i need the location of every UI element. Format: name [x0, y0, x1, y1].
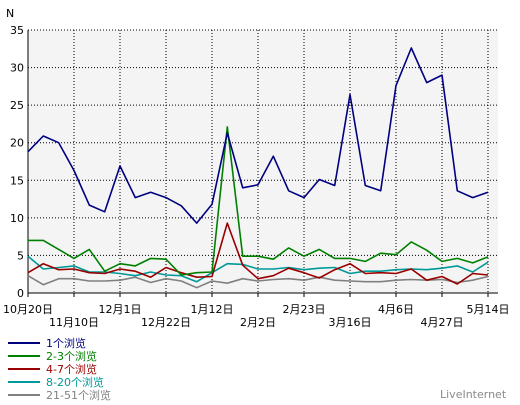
x-tick-label: 4月6日	[378, 303, 414, 316]
y-tick-label: 10	[10, 212, 24, 225]
y-tick-label: 35	[10, 24, 24, 37]
x-tick-label: 11月10日	[49, 316, 99, 329]
legend-label: 4-7个浏览	[46, 362, 97, 376]
legend-label: 21-51个浏览	[46, 388, 111, 402]
grid-lines	[27, 29, 498, 293]
y-axis-label: N	[6, 7, 14, 20]
plot-area	[28, 30, 498, 293]
series-line	[27, 275, 489, 289]
x-tick-label: 4月27日	[421, 316, 464, 329]
x-tick-label: 12月22日	[141, 316, 191, 329]
series-line	[28, 126, 489, 276]
x-tick-label: 10月20日	[3, 303, 53, 316]
series-line	[27, 222, 489, 285]
x-tick-label: 2月23日	[283, 303, 326, 316]
y-tick-label: 30	[10, 62, 24, 75]
x-tick-label: 5月14日	[467, 303, 510, 316]
x-tick-label: 1月12日	[191, 303, 234, 316]
legend-label: 2-3个浏览	[46, 349, 97, 363]
y-tick-label: 5	[17, 249, 24, 262]
watermark-text: LiveInternet	[440, 388, 507, 401]
y-tick-label: 0	[17, 287, 24, 300]
x-tick-label: 2月2日	[240, 316, 276, 329]
x-tick-label: 12月1日	[99, 303, 142, 316]
y-tick-labels: 0 5 10 15 20 25 30 35	[10, 24, 24, 300]
x-tick-label: 3月16日	[329, 316, 372, 329]
y-tick-label: 15	[10, 174, 24, 187]
series-line	[27, 47, 489, 224]
legend-label: 8-20个浏览	[46, 375, 104, 389]
legend-label: 1个浏览	[46, 336, 86, 350]
series-lines	[27, 47, 489, 289]
y-tick-label: 25	[10, 99, 24, 112]
y-tick-label: 20	[10, 137, 24, 150]
